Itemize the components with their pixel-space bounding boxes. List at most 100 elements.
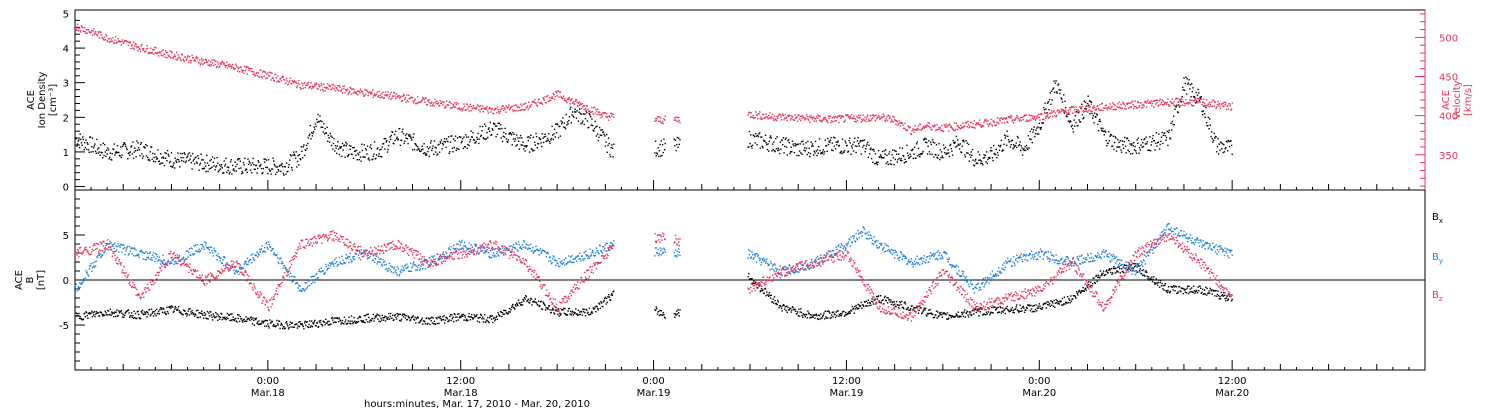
velocity-point <box>272 77 273 78</box>
density-point <box>777 150 778 151</box>
density-point <box>970 157 971 158</box>
density-point <box>564 123 565 124</box>
density-point <box>511 134 512 135</box>
bx-point <box>554 313 555 314</box>
density-point <box>297 155 298 156</box>
density-point <box>1021 147 1022 148</box>
velocity-point <box>335 90 336 91</box>
density-point <box>499 123 500 124</box>
bx-point <box>753 282 754 283</box>
bx-point <box>262 321 263 322</box>
density-point <box>204 162 205 163</box>
bx-point <box>1120 272 1121 273</box>
density-point <box>953 140 954 141</box>
velocity-point <box>1120 104 1121 105</box>
velocity-point <box>1029 120 1030 121</box>
bx-point <box>861 302 862 303</box>
density-point <box>1026 147 1027 148</box>
velocity-point <box>1184 105 1185 106</box>
velocity-point <box>837 117 838 118</box>
bx-point <box>794 309 795 310</box>
velocity-point <box>981 127 982 128</box>
velocity-point <box>1210 104 1211 105</box>
velocity-point <box>1066 114 1067 115</box>
density-point <box>495 136 496 137</box>
velocity-point <box>341 90 342 91</box>
velocity-point <box>1156 102 1157 103</box>
velocity-point <box>143 50 144 51</box>
velocity-point <box>117 38 118 39</box>
velocity-point <box>88 29 89 30</box>
bx-point <box>677 314 678 315</box>
density-point <box>1232 154 1233 155</box>
density-point <box>870 147 871 148</box>
velocity-point <box>787 120 788 121</box>
velocity-point <box>1102 103 1103 104</box>
velocity-point <box>862 120 863 121</box>
velocity-point <box>1019 119 1020 120</box>
velocity-point <box>203 59 204 60</box>
velocity-point <box>800 120 801 121</box>
density-point <box>1099 119 1100 120</box>
density-point <box>776 136 777 137</box>
density-point <box>828 144 829 145</box>
bx-point <box>446 317 447 318</box>
density-point <box>1173 116 1174 117</box>
velocity-point <box>213 65 214 66</box>
velocity-point <box>153 49 154 50</box>
bx-point <box>328 321 329 322</box>
velocity-point <box>495 108 496 109</box>
velocity-point <box>496 112 497 113</box>
density-point <box>814 152 815 153</box>
velocity-point <box>414 100 415 101</box>
density-point <box>1137 143 1138 144</box>
velocity-point <box>587 109 588 110</box>
bx-point <box>487 317 488 318</box>
bx-point <box>760 290 761 291</box>
velocity-point <box>1046 112 1047 113</box>
bx-point <box>570 311 571 312</box>
density-point <box>91 146 92 147</box>
bx-point <box>110 315 111 316</box>
density-point <box>169 162 170 163</box>
velocity-point <box>389 96 390 97</box>
bx-point <box>1019 305 1020 306</box>
velocity-point <box>481 108 482 109</box>
bx-point <box>405 317 406 318</box>
bx-point <box>101 313 102 314</box>
density-point <box>571 122 572 123</box>
velocity-point <box>1077 112 1078 113</box>
velocity-point <box>1034 116 1035 117</box>
density-point <box>776 148 777 149</box>
density-point <box>236 164 237 165</box>
density-point <box>596 126 597 127</box>
velocity-point <box>584 105 585 106</box>
bx-point <box>1012 307 1013 308</box>
velocity-point <box>810 115 811 116</box>
density-point <box>454 140 455 141</box>
velocity-point <box>508 105 509 106</box>
velocity-point <box>983 125 984 126</box>
velocity-point <box>216 66 217 67</box>
velocity-point <box>1219 106 1220 107</box>
bx-point <box>1078 291 1079 292</box>
density-point <box>1062 101 1063 102</box>
velocity-point <box>412 97 413 98</box>
density-point <box>1088 105 1089 106</box>
density-point <box>521 144 522 145</box>
bx-point <box>1057 300 1058 301</box>
velocity-point <box>214 60 215 61</box>
velocity-point <box>1213 100 1214 101</box>
density-point <box>583 113 584 114</box>
density-point <box>205 166 206 167</box>
density-point <box>163 158 164 159</box>
velocity-point <box>927 125 928 126</box>
density-point <box>848 140 849 141</box>
velocity-point <box>1034 117 1035 118</box>
density-point <box>184 152 185 153</box>
density-point <box>974 165 975 166</box>
bx-point <box>587 312 588 313</box>
density-point <box>215 169 216 170</box>
density-point <box>189 158 190 159</box>
density-point <box>486 138 487 139</box>
